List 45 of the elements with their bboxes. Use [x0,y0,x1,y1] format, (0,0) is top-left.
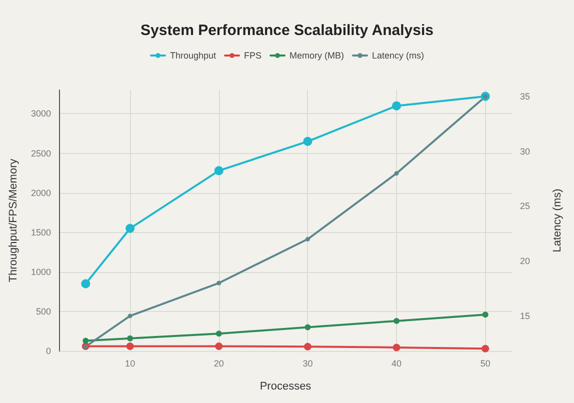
point [82,338,89,344]
point [392,344,400,352]
point [127,335,134,342]
y2-tick-label: 30 [520,146,530,156]
point [126,224,135,233]
legend-label: FPS [244,50,262,60]
y-tick-label: 0 [46,346,51,356]
y-tick-label: 500 [36,306,51,316]
point [128,314,132,318]
point [305,236,310,242]
legend-label: Memory (MB) [290,50,344,60]
point [304,324,311,330]
point [482,344,490,352]
y2-tick-label: 15 [520,310,530,321]
y-tick-label: 1000 [30,266,51,277]
x-tick-label: 20 [214,358,224,368]
point [394,318,400,324]
legend-label: Latency (ms) [372,50,424,60]
y2-tick-label: 35 [520,92,530,102]
x-tick-label: 40 [392,358,402,368]
y-tick-label: 2000 [30,188,51,198]
point [216,330,222,337]
point [394,171,399,176]
y-axis-title: Throughput/FPS/Memory [8,158,20,282]
y-tick-label: 3000 [30,108,51,119]
point [216,280,222,286]
x-tick-label: 30 [302,358,313,368]
point [303,136,312,146]
point [482,312,488,318]
legend-label: Throughput [170,50,217,60]
y2-tick-label: 25 [520,201,530,212]
point [215,342,223,350]
point [126,342,134,350]
x-tick-label: 10 [125,358,136,368]
point [214,166,224,176]
y2-tick-label: 20 [520,256,530,266]
y-tick-label: 1500 [30,227,51,238]
chart-title: System Performance Scalability Analysis [140,22,434,39]
point [392,101,402,110]
y-tick-label: 2500 [30,148,51,158]
x-tick-label: 50 [480,358,490,368]
y2-axis-title: Latency (ms) [552,188,564,252]
x-axis-title: Processes [260,380,312,392]
point [81,279,90,288]
point [304,342,312,350]
